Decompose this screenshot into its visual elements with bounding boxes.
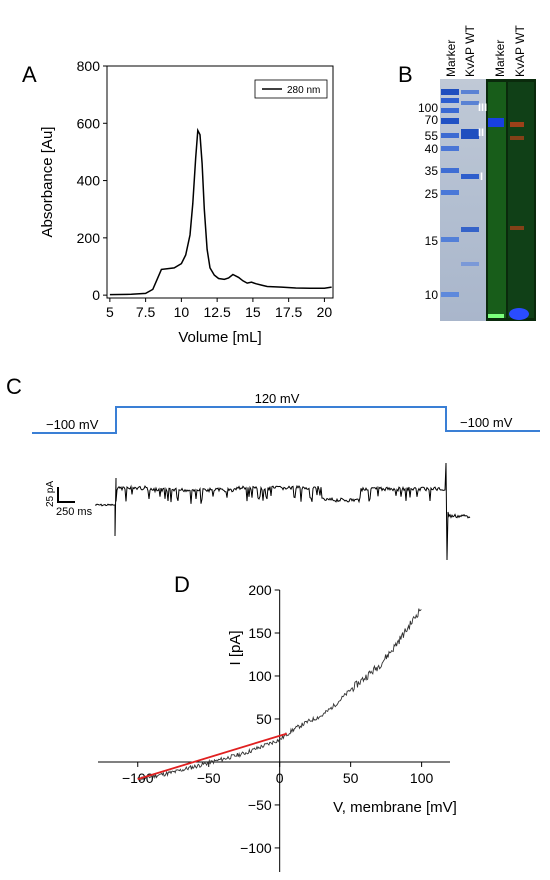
gel-band (441, 168, 459, 173)
chart-a-xtick-label: 20 (317, 304, 333, 320)
chart-a-xtick-label: 5 (106, 304, 114, 320)
gel-mw-label: 10 (425, 288, 439, 302)
chart-a-xlabel: Volume [mL] (178, 329, 261, 346)
chart-d-linear-fit (137, 732, 288, 780)
chart-a-xtick-label: 15 (245, 304, 261, 320)
gel-band (441, 89, 459, 95)
chart-a-yticks: 0 200 400 600 800 (77, 58, 107, 303)
chart-a-ytick-label: 400 (77, 173, 101, 189)
gel-band (510, 136, 524, 140)
gel-sample-lane-left (461, 90, 479, 266)
gel-band (441, 237, 459, 242)
gel-mw-label: 55 (425, 129, 439, 143)
voltage-protocol-line (32, 406, 540, 434)
chart-d-xlabel: V, membrane [mV] (333, 799, 457, 816)
gel-band (441, 292, 459, 297)
gel-mw-label: 35 (425, 164, 439, 178)
chart-d-ylabel: I [pA] (227, 630, 244, 665)
gel-band (441, 108, 459, 113)
chart-d-xtick-label: 0 (276, 770, 284, 786)
chart-d-ytick-label: 200 (248, 582, 272, 598)
gel-band-label-ii: II (478, 127, 484, 139)
gel-band (510, 122, 524, 127)
voltage-step-label: 120 mV (255, 391, 300, 406)
gel-band (441, 146, 459, 151)
gel-mw-label: 15 (425, 234, 439, 248)
chart-d-ytick-label: 100 (248, 668, 272, 684)
voltage-step-label: −100 mV (460, 415, 513, 430)
chart-a-ytick-label: 800 (77, 58, 101, 74)
gel-mw-label: 40 (425, 142, 439, 156)
chart-a-xtick-label: 12.5 (204, 304, 231, 320)
chart-d-ytick-label: −100 (240, 840, 272, 856)
gel-lane-label: Marker (444, 40, 458, 77)
chart-d-iv-curve (137, 608, 422, 781)
gel-band (488, 314, 504, 318)
gel-panel: III II I Marker KvAP WT Marker KvAP WT 1… (418, 25, 536, 321)
gel-band (461, 174, 479, 179)
gel-lane-glow (508, 82, 534, 318)
gel-marker-lane-left (441, 89, 459, 297)
chart-c: −100 mV 120 mV −100 mV 25 pA 250 ms (32, 391, 540, 561)
chart-d-ytick-label: 50 (256, 711, 272, 727)
gel-band (441, 98, 459, 103)
gel-band (461, 227, 479, 232)
gel-band (510, 226, 524, 230)
chart-a-ytick-label: 0 (92, 287, 100, 303)
gel-mw-label: 70 (425, 113, 439, 127)
gel-lane-label: KvAP WT (513, 25, 527, 77)
scale-bar-time: 250 ms (56, 506, 93, 518)
chart-a-ytick-label: 200 (77, 230, 101, 246)
chart-a-ytick-label: 600 (77, 115, 101, 131)
gel-band-label-iii: III (478, 102, 487, 114)
gel-band (488, 118, 504, 127)
chart-a-xtick-label: 7.5 (136, 304, 156, 320)
chart-a-frame (106, 65, 334, 299)
gel-coomassie (440, 79, 486, 321)
chart-a-xticks: 5 7.5 10 12.5 15 17.5 20 (106, 298, 332, 320)
scale-bar (57, 487, 75, 503)
chart-d-ytick-label: −50 (248, 797, 272, 813)
gel-band (461, 129, 479, 139)
chart-d-xtick-label: −50 (197, 770, 221, 786)
chart-a-xtick-label: 17.5 (275, 304, 302, 320)
gel-mw-label: 25 (425, 187, 439, 201)
gel-lane-glow (488, 82, 506, 318)
gel-lane-label: Marker (493, 40, 507, 77)
current-trace (94, 462, 471, 561)
gel-band (461, 101, 479, 105)
gel-band (509, 308, 529, 320)
chart-d-xtick-label: 100 (410, 770, 434, 786)
gel-band (461, 262, 479, 266)
chart-d-yticks: −100 −50 50 100 150 200 (240, 582, 280, 856)
gel-band (461, 90, 479, 94)
chart-a-xtick-label: 10 (174, 304, 190, 320)
chart-d-xticks: −100 −50 0 50 100 (122, 761, 434, 786)
scale-bar-current: 25 pA (45, 481, 56, 507)
voltage-step-label: −100 mV (46, 417, 99, 432)
gel-band (441, 133, 459, 138)
gel-band-label-i: I (480, 171, 483, 183)
panel-label-b: B (398, 62, 413, 87)
chart-a-series-280nm (109, 127, 332, 296)
chart-a-legend-label: 280 nm (287, 85, 320, 96)
chart-a-ylabel: Absorbance [Au] (39, 127, 56, 238)
gel-band (441, 190, 459, 195)
panel-label-c: C (6, 374, 22, 399)
gel-lane-label: KvAP WT (463, 25, 477, 77)
chart-d-xtick-label: 50 (343, 770, 359, 786)
panel-label-a: A (22, 62, 37, 87)
chart-d-ytick-label: 150 (248, 625, 272, 641)
chart-a-legend-box (254, 79, 328, 99)
gel-mw-label: 100 (418, 101, 438, 115)
gel-band (441, 118, 459, 124)
panel-label-d: D (174, 572, 190, 597)
